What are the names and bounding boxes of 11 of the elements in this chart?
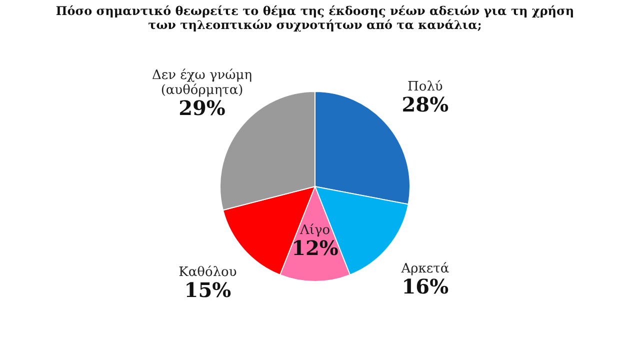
data-label: 16% — [402, 274, 449, 299]
slice-label: Πολύ — [408, 79, 443, 94]
data-label: 29% — [178, 96, 226, 120]
data-label: 28% — [402, 92, 449, 116]
slice-label: Λίγο — [298, 222, 330, 238]
data-label: 12% — [292, 236, 338, 260]
chart-title: Πόσο σημαντικό θεωρείτε το θέμα της έκδοσης νέων αδειών για τη χρήση των τηλεοπτικών συχνοτήτων από τα κανάλια; — [56, 4, 574, 32]
slice-label: Αρκετά — [400, 262, 450, 277]
slice-label: Καθόλου — [178, 265, 237, 280]
slice-label: Δεν έχω γνώμη (αυθόρμητα) — [152, 68, 252, 98]
data-label: 15% — [184, 278, 232, 302]
